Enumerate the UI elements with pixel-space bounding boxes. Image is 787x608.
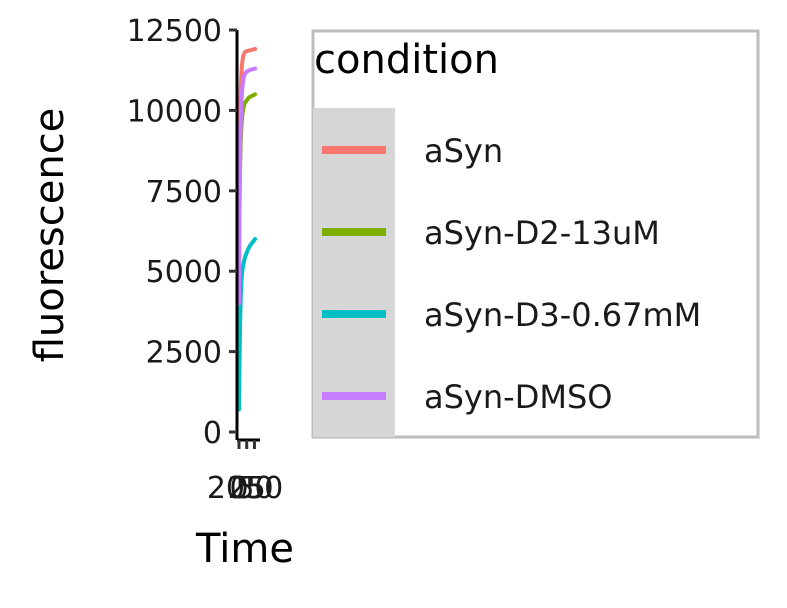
x-axis-title: Time [195,526,294,572]
legend-key-background [313,108,395,437]
x-tick-label: 0 [229,471,248,506]
x-tick-label-overlap: 2050 [207,471,283,506]
y-tick-label: 0 [203,416,222,451]
legend-items: aSyn aSyn-D2-13uM aSyn-D3-0.67mM aSyn-DMSO [322,132,701,416]
legend-label-3: aSyn-DMSO [424,378,612,416]
y-axis-title: fluorescence [27,108,73,363]
y-tick-label: 12500 [127,14,222,49]
y-tick-label: 7500 [146,175,222,210]
legend-label-1: aSyn-D2-13uM [424,214,660,252]
x-tick-label: 50 [235,471,273,506]
plot-lines [237,46,258,412]
legend-title: condition [314,37,499,83]
series-line-3 [237,66,258,306]
y-tick-label: 2500 [146,336,222,371]
legend-label-2: aSyn-D3-0.67mM [424,296,701,334]
y-axis-ticks: 0 2500 5000 7500 10000 12500 [127,14,237,451]
series-line-2 [237,237,258,412]
legend-label-0: aSyn [424,132,503,170]
y-tick-label: 5000 [146,255,222,290]
legend: condition aSyn aSyn-D2-13uM aSyn-D3-0.67mM… [311,29,760,439]
y-tick-label: 10000 [127,94,222,129]
x-tick-label: 25 [228,471,266,506]
